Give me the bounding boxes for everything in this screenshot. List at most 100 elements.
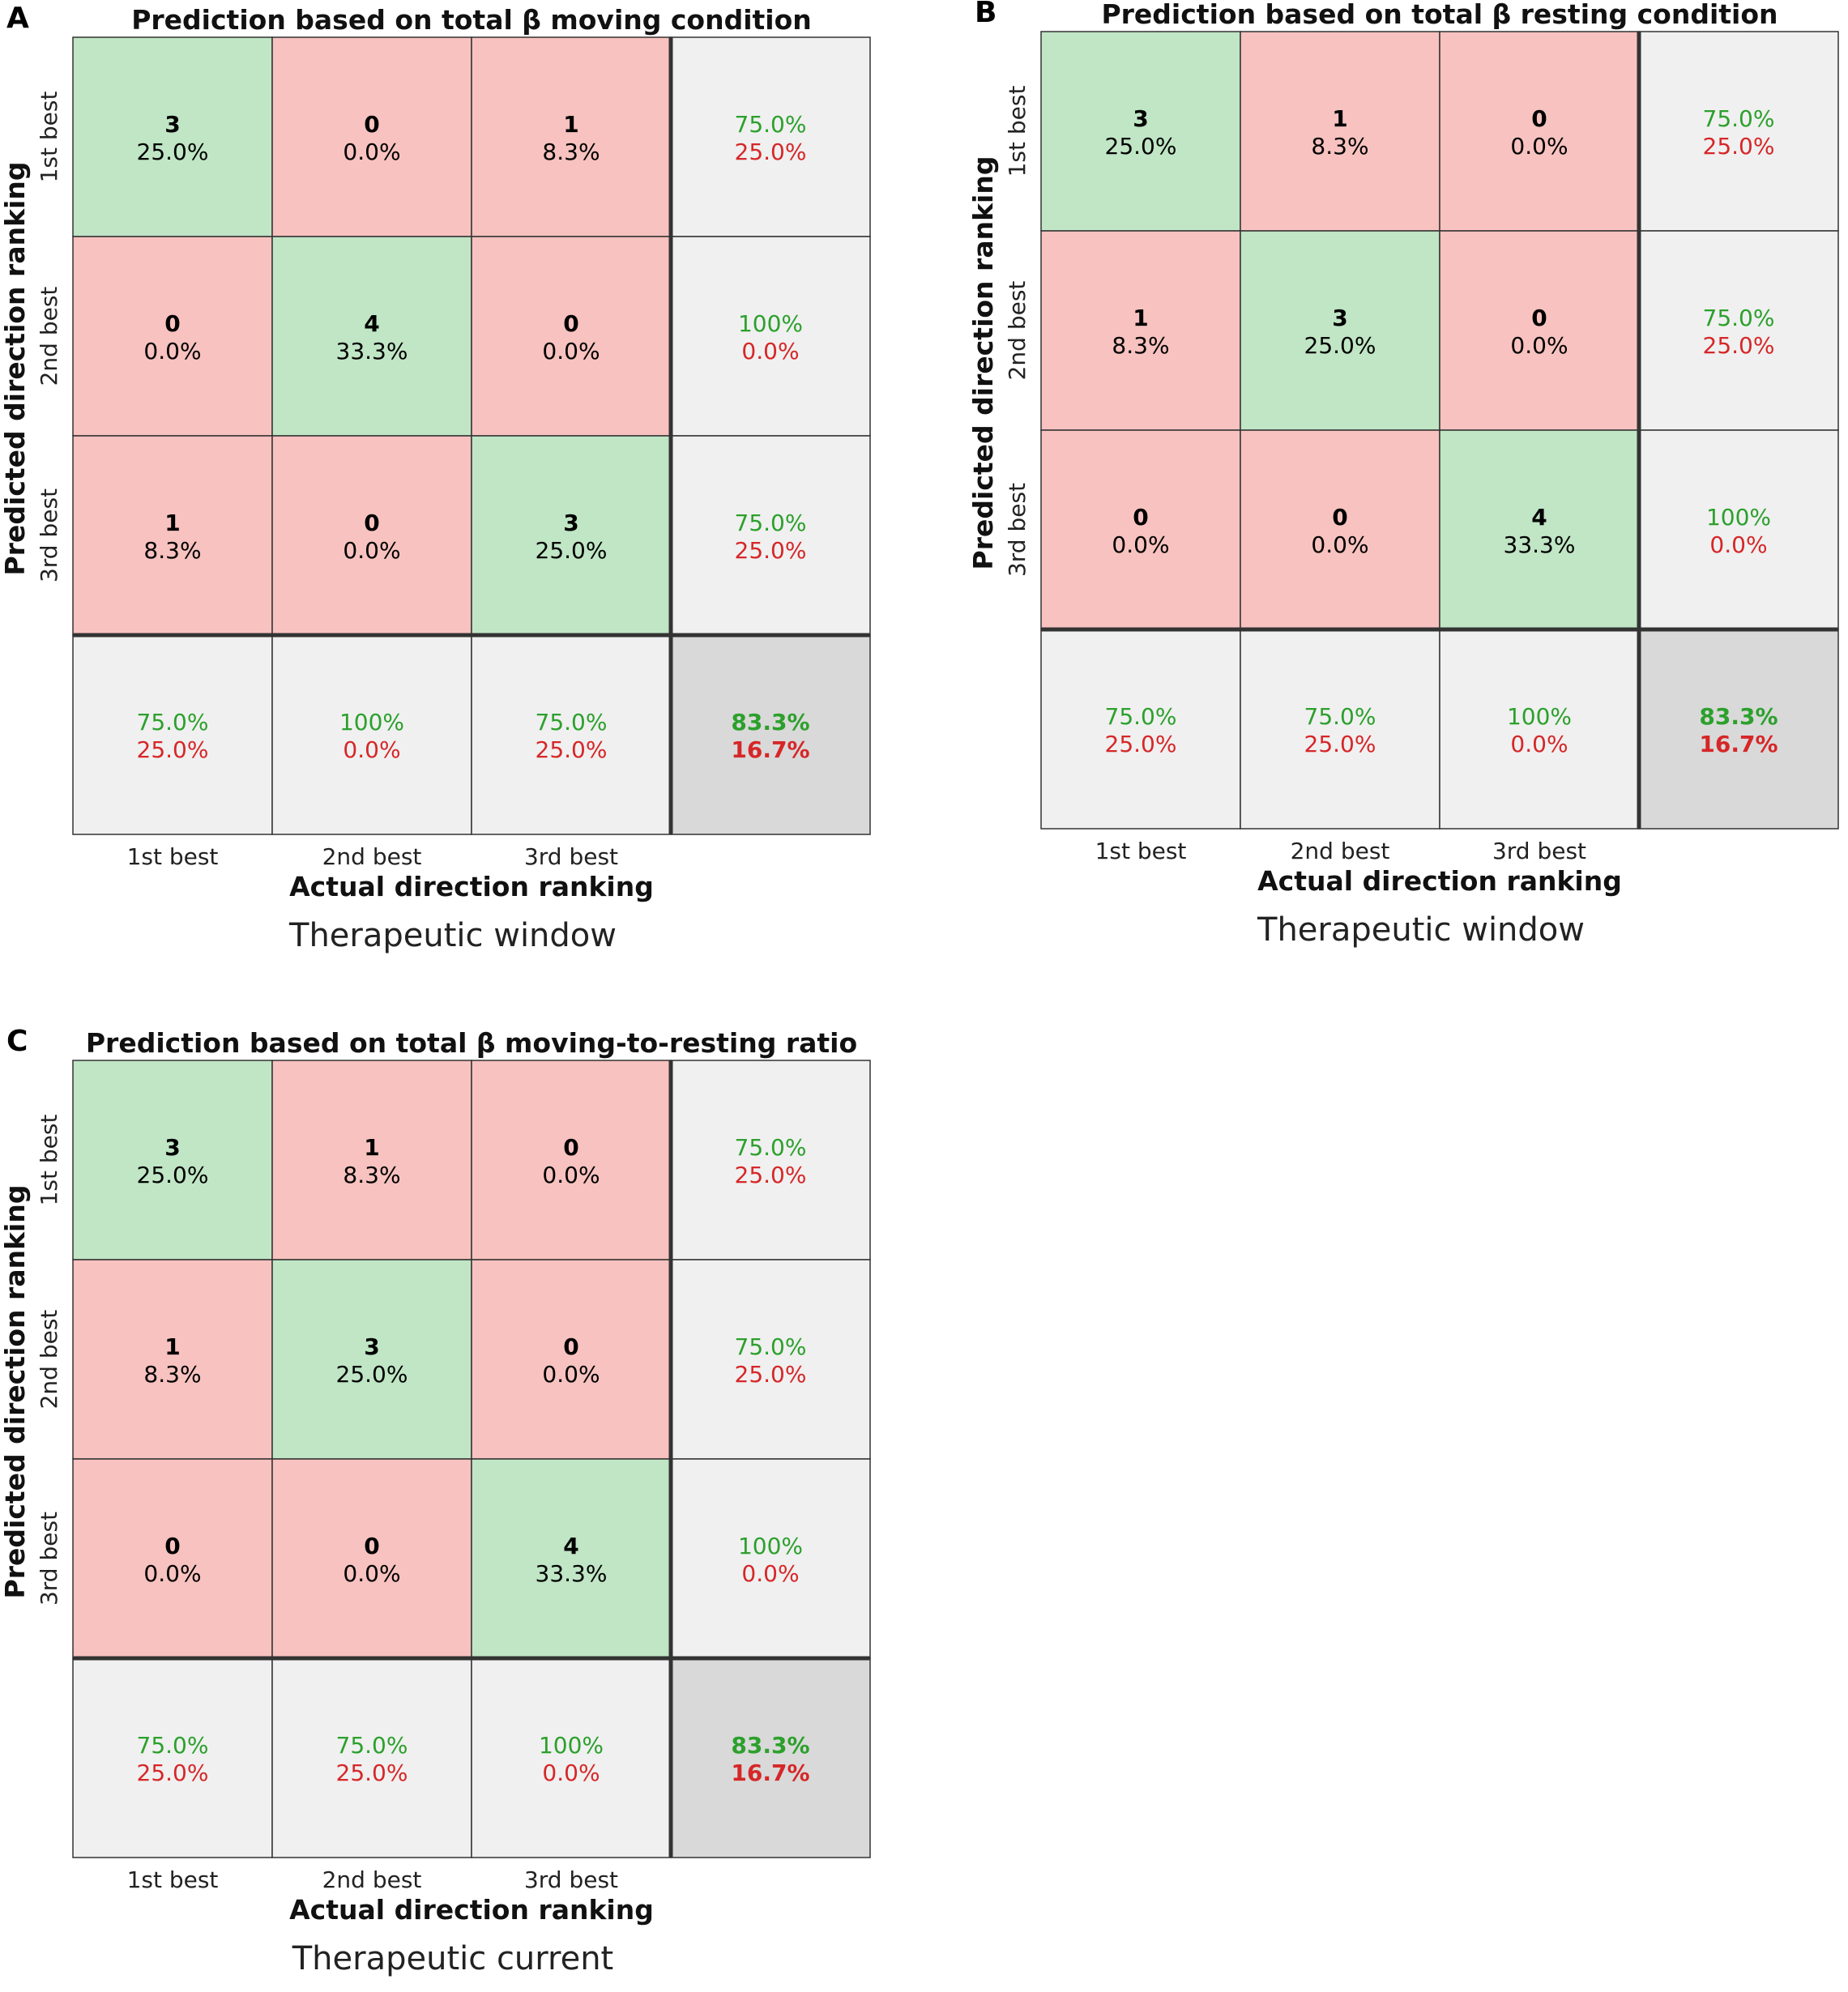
matrix-cell bbox=[670, 435, 871, 636]
matrix-cell bbox=[471, 36, 672, 237]
matrix-cell bbox=[1240, 429, 1440, 630]
col-summary-correct: 75.0% bbox=[1105, 703, 1177, 730]
cell-percent: 0.0% bbox=[542, 1361, 600, 1388]
matrix-cell bbox=[271, 36, 472, 237]
cell-count: 3 bbox=[164, 1134, 180, 1161]
row-summary-correct: 100% bbox=[1706, 504, 1771, 531]
cell-count: 0 bbox=[563, 1333, 578, 1360]
cell-percent: 33.3% bbox=[1504, 531, 1576, 558]
cell-count: 0 bbox=[563, 310, 578, 337]
cell-count: 0 bbox=[1531, 305, 1547, 331]
col-summary-wrong: 25.0% bbox=[336, 1760, 408, 1786]
cell-count: 1 bbox=[164, 510, 180, 536]
matrix-cell bbox=[72, 634, 273, 835]
matrix-cell bbox=[1040, 429, 1241, 630]
y-tick-label: 1st best bbox=[36, 92, 62, 183]
y-tick-label: 1st best bbox=[36, 1115, 62, 1206]
col-summary-wrong: 25.0% bbox=[536, 736, 608, 763]
row-summary-wrong: 25.0% bbox=[735, 1162, 807, 1188]
matrix-cell bbox=[1439, 230, 1640, 431]
col-summary-wrong: 0.0% bbox=[542, 1760, 600, 1786]
matrix-cell bbox=[1240, 230, 1440, 431]
x-axis-label: Actual direction ranking bbox=[1257, 865, 1622, 897]
cell-percent: 0.0% bbox=[1510, 133, 1568, 160]
row-summary-wrong: 0.0% bbox=[1709, 531, 1767, 558]
cell-count: 1 bbox=[364, 1134, 379, 1161]
total-accuracy-correct: 83.3% bbox=[731, 709, 809, 736]
cell-count: 0 bbox=[364, 1533, 379, 1559]
total-accuracy-correct: 83.3% bbox=[1699, 703, 1778, 730]
y-tick-label: 2nd best bbox=[36, 287, 62, 386]
cell-percent: 25.0% bbox=[1304, 332, 1376, 359]
panel-caption: Therapeutic window bbox=[1257, 911, 1585, 949]
cell-percent: 0.0% bbox=[343, 537, 400, 564]
total-accuracy-wrong: 16.7% bbox=[1699, 731, 1778, 757]
row-summary-wrong: 25.0% bbox=[1703, 133, 1775, 160]
row-summary-wrong: 0.0% bbox=[741, 338, 799, 365]
matrix-cell bbox=[72, 1060, 273, 1260]
matrix-cell bbox=[72, 36, 273, 237]
col-summary-correct: 75.0% bbox=[137, 1732, 209, 1759]
col-summary-correct: 75.0% bbox=[336, 1732, 408, 1759]
col-summary-correct: 75.0% bbox=[536, 709, 608, 736]
y-tick-label: 3rd best bbox=[36, 1512, 62, 1606]
confusion-matrix-c: C Prediction based on total β moving-to-r… bbox=[0, 1025, 871, 1977]
panel-b: B Prediction based on total β resting con… bbox=[967, 0, 1848, 966]
matrix-cell bbox=[1439, 629, 1640, 830]
row-summary-correct: 75.0% bbox=[735, 1333, 807, 1360]
cell-percent: 0.0% bbox=[343, 1560, 400, 1587]
chart-title: Prediction based on total β resting cond… bbox=[1101, 0, 1778, 30]
row-summary-correct: 75.0% bbox=[1703, 105, 1775, 132]
col-summary-correct: 75.0% bbox=[137, 709, 209, 736]
cell-count: 0 bbox=[1332, 504, 1347, 531]
cell-percent: 0.0% bbox=[1112, 531, 1169, 558]
y-axis-label: Predicted direction ranking bbox=[968, 156, 999, 570]
matrix-cell bbox=[72, 1657, 273, 1858]
cell-percent: 8.3% bbox=[1112, 332, 1169, 359]
matrix-cell bbox=[1040, 31, 1241, 232]
cell-count: 0 bbox=[1133, 504, 1148, 531]
row-summary-correct: 75.0% bbox=[735, 510, 807, 536]
x-axis-label: Actual direction ranking bbox=[289, 1894, 654, 1926]
cell-count: 3 bbox=[164, 111, 180, 138]
x-tick-label: 3rd best bbox=[524, 1866, 618, 1893]
col-summary-correct: 100% bbox=[539, 1732, 604, 1759]
cell-count: 0 bbox=[364, 111, 379, 138]
row-summary-correct: 100% bbox=[738, 310, 803, 337]
row-summary-wrong: 25.0% bbox=[735, 139, 807, 165]
cell-percent: 8.3% bbox=[542, 139, 600, 165]
y-tick-label: 3rd best bbox=[36, 488, 62, 582]
cell-percent: 25.0% bbox=[1105, 133, 1177, 160]
chart-title: Prediction based on total β moving-to-re… bbox=[86, 1027, 857, 1059]
row-summary-correct: 75.0% bbox=[735, 1134, 807, 1161]
row-summary-correct: 75.0% bbox=[735, 111, 807, 138]
matrix-cell bbox=[670, 1458, 871, 1659]
cell-percent: 0.0% bbox=[1311, 531, 1368, 558]
cell-count: 0 bbox=[164, 1533, 180, 1559]
x-tick-label: 1st best bbox=[127, 843, 219, 870]
matrix-cell bbox=[1638, 31, 1839, 232]
y-tick-label: 1st best bbox=[1004, 86, 1031, 177]
matrix-cell bbox=[670, 236, 871, 437]
cell-count: 0 bbox=[364, 510, 379, 536]
x-tick-label: 3rd best bbox=[524, 843, 618, 870]
matrix-cell bbox=[1040, 629, 1241, 830]
matrix-cell bbox=[670, 1657, 871, 1858]
matrix-cell bbox=[670, 1259, 871, 1460]
row-summary-wrong: 25.0% bbox=[735, 1361, 807, 1388]
total-accuracy-correct: 83.3% bbox=[731, 1732, 809, 1759]
matrix-cell bbox=[1439, 429, 1640, 630]
matrix-cell bbox=[471, 1458, 672, 1659]
y-tick-label: 3rd best bbox=[1004, 483, 1031, 577]
x-tick-label: 2nd best bbox=[322, 843, 422, 870]
cell-count: 3 bbox=[1332, 305, 1347, 331]
matrix-cell bbox=[271, 1657, 472, 1858]
cell-count: 4 bbox=[364, 310, 379, 337]
matrix-cell bbox=[271, 435, 472, 636]
col-summary-correct: 100% bbox=[339, 709, 404, 736]
matrix-cell bbox=[471, 236, 672, 437]
row-summary-wrong: 0.0% bbox=[741, 1560, 799, 1587]
cell-percent: 25.0% bbox=[536, 537, 608, 564]
x-axis-label: Actual direction ranking bbox=[289, 871, 654, 902]
col-summary-wrong: 25.0% bbox=[1304, 731, 1376, 757]
